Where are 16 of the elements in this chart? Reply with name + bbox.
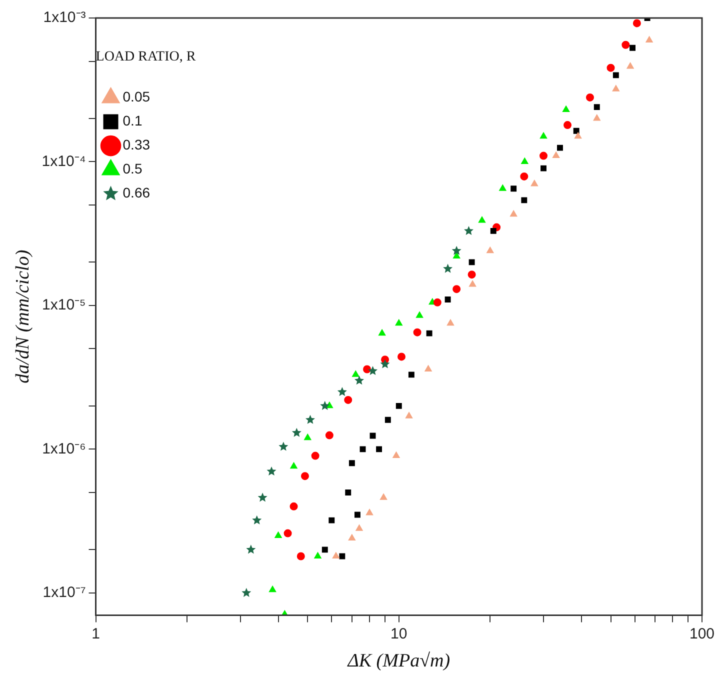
- x-tick-label: 100: [689, 625, 715, 642]
- y-tick-label: 1x10⁻⁷: [42, 584, 86, 602]
- y-axis-title: da/dN (mm/ciclo): [12, 250, 34, 384]
- legend-label: 0.05: [122, 88, 150, 105]
- x-tick-label: 1: [92, 625, 100, 642]
- y-tick-label: 1x10⁻⁵: [42, 296, 86, 314]
- legend-label: 0.1: [122, 112, 142, 129]
- x-axis-title: ΔK (MPa√m): [346, 650, 450, 672]
- legend-label: 0.66: [122, 184, 150, 201]
- y-tick-label: 1x10⁻⁴: [42, 152, 86, 170]
- legend-label: 0.5: [122, 160, 142, 177]
- x-tick-label: 10: [390, 625, 408, 642]
- y-tick-label: 1x10⁻⁶: [42, 440, 86, 458]
- legend-label: 0.33: [122, 136, 150, 153]
- y-tick-label: 1x10⁻³: [43, 9, 86, 26]
- legend-title: LOAD RATIO, R: [96, 50, 196, 65]
